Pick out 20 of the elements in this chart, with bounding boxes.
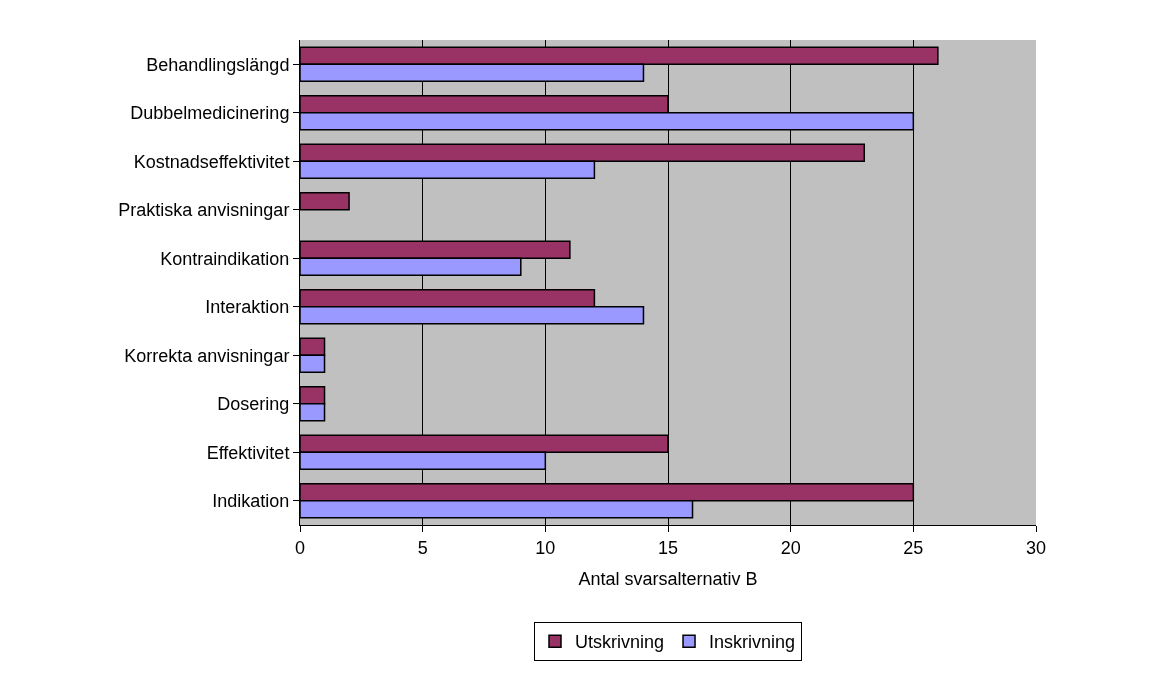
x-tick-label: 10 <box>535 537 556 558</box>
y-tick-label: Kostnadseffektivitet <box>133 151 290 172</box>
y-tick-label: Effektivitet <box>206 442 290 463</box>
x-tick-label: 0 <box>294 537 306 558</box>
y-tick-label: Dubbelmedicinering <box>130 103 290 124</box>
legend-label: Inskrivning <box>709 632 796 653</box>
x-axis-title: Antal svarsalternativ B <box>578 568 758 589</box>
x-tick-label: 20 <box>780 537 801 558</box>
x-tick-label: 30 <box>1025 537 1047 558</box>
y-tick-label: Kontraindikation <box>160 248 290 269</box>
y-tick-label: Interaktion <box>205 297 290 318</box>
y-tick-label: Korrekta anvisningar <box>124 345 290 366</box>
x-tick-label: 25 <box>903 537 924 558</box>
y-tick-label: Behandlingslängd <box>146 54 290 75</box>
y-tick-label: Praktiska anvisningar <box>118 200 290 221</box>
y-tick-label: Indikation <box>212 491 290 512</box>
legend-label: Utskrivning <box>575 632 665 653</box>
y-tick-label: Dosering <box>217 394 290 415</box>
x-tick-label: 5 <box>417 537 428 558</box>
x-tick-label: 15 <box>657 537 679 558</box>
